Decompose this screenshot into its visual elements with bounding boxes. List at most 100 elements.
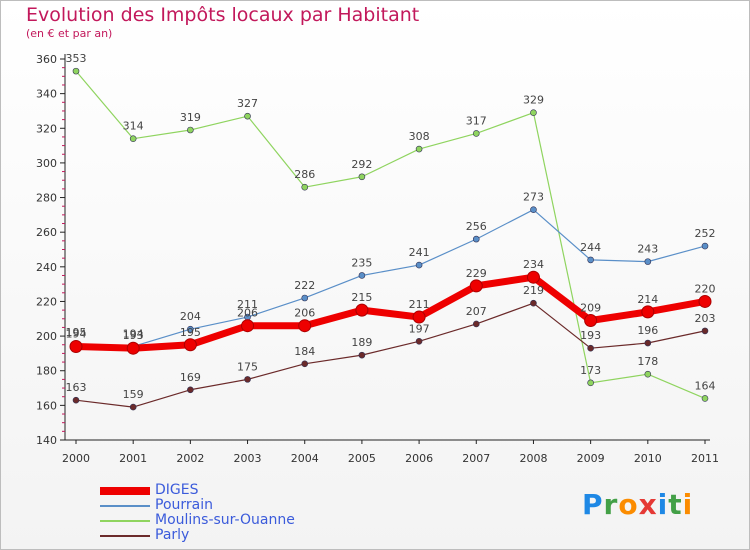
- data-point-moulins-sur-ouanne: [701, 395, 709, 402]
- data-point-moulins-sur-ouanne: [472, 130, 480, 137]
- data-label-pourrain: 252: [695, 227, 716, 240]
- y-tick-label: 180: [36, 365, 57, 378]
- x-tick-label: 2004: [291, 452, 319, 465]
- x-tick-label: 2009: [577, 452, 605, 465]
- data-point-moulins-sur-ouanne: [644, 370, 652, 378]
- data-point-parly: [301, 360, 309, 368]
- data-point-parly: [644, 339, 652, 347]
- data-point-pourrain: [472, 235, 480, 243]
- series-line-pourrain: [75, 209, 706, 348]
- data-point-moulins-sur-ouanne: [530, 109, 537, 116]
- chart-title: Evolution des Impôts locaux par Habitant: [26, 4, 420, 26]
- y-tick-label: 280: [36, 192, 57, 205]
- data-label-diges: 214: [637, 293, 658, 306]
- data-label-moulins-sur-ouanne: 164: [695, 379, 716, 392]
- data-label-parly: 169: [180, 371, 201, 384]
- logo-letter: i: [682, 488, 694, 521]
- data-label-diges: 193: [123, 329, 144, 342]
- data-label-moulins-sur-ouanne: 353: [66, 52, 87, 65]
- chart-axes: 140 160 180 200 220 240 260 280 300 320 340 360 2000…: [36, 53, 719, 465]
- data-point-parly: [358, 351, 366, 359]
- chart-series: [69, 67, 712, 411]
- data-label-moulins-sur-ouanne: 317: [466, 114, 487, 127]
- logo-letter: r: [603, 488, 619, 521]
- data-point-parly: [72, 396, 80, 404]
- data-point-diges: [412, 310, 426, 324]
- data-label-pourrain: 204: [180, 310, 201, 323]
- data-point-diges: [355, 303, 369, 317]
- y-tick-label: 240: [36, 261, 57, 274]
- x-tick-label: 2006: [405, 452, 433, 465]
- data-point-parly: [587, 344, 594, 352]
- data-label-parly: 175: [237, 360, 258, 373]
- data-label-parly: 203: [695, 312, 716, 325]
- data-point-parly: [244, 376, 251, 383]
- data-point-diges: [298, 319, 312, 333]
- data-point-parly: [530, 299, 537, 307]
- data-point-diges: [526, 270, 540, 284]
- y-tick-label: 220: [36, 295, 57, 308]
- x-tick-label: 2005: [348, 452, 376, 465]
- data-label-pourrain: 273: [523, 191, 544, 204]
- legend-label: Moulins-sur-Ouanne: [155, 512, 295, 528]
- data-point-parly: [472, 320, 480, 328]
- data-point-pourrain: [701, 242, 709, 250]
- data-point-moulins-sur-ouanne: [244, 112, 251, 120]
- data-point-diges: [241, 319, 255, 333]
- data-label-pourrain: 194: [123, 327, 144, 340]
- data-point-moulins-sur-ouanne: [72, 67, 80, 75]
- data-point-parly: [415, 337, 423, 345]
- data-label-diges: 211: [409, 298, 430, 311]
- data-label-moulins-sur-ouanne: 314: [123, 120, 144, 133]
- series-line-moulins-sur-ouanne: [75, 70, 706, 399]
- x-tick-label: 2007: [462, 452, 490, 465]
- data-point-pourrain: [530, 206, 537, 213]
- x-tick-label: 2003: [234, 452, 262, 465]
- y-tick-label: 340: [36, 88, 57, 101]
- data-point-diges: [183, 338, 197, 352]
- data-point-moulins-sur-ouanne: [358, 173, 366, 181]
- data-point-pourrain: [587, 256, 594, 264]
- y-tick-label: 260: [36, 226, 57, 239]
- data-point-pourrain: [187, 325, 194, 333]
- data-label-moulins-sur-ouanne: 329: [523, 94, 544, 107]
- data-label-diges: 209: [580, 302, 601, 315]
- x-tick-label: 2002: [176, 452, 204, 465]
- data-point-parly: [187, 386, 194, 394]
- legend-swatch: [100, 487, 150, 495]
- data-label-diges: 220: [695, 282, 716, 295]
- data-point-diges: [641, 305, 655, 319]
- data-label-diges: 206: [294, 307, 315, 320]
- data-label-moulins-sur-ouanne: 178: [637, 355, 658, 368]
- data-label-pourrain: 222: [294, 279, 315, 292]
- x-tick-label: 2010: [634, 452, 662, 465]
- data-label-moulins-sur-ouanne: 173: [580, 364, 601, 377]
- data-label-pourrain: 244: [580, 241, 601, 254]
- data-label-diges: 215: [351, 291, 372, 304]
- data-label-parly: 196: [637, 324, 658, 337]
- logo-letter: x: [638, 488, 658, 521]
- data-label-moulins-sur-ouanne: 292: [351, 158, 372, 171]
- logo-letter: o: [618, 488, 639, 521]
- data-label-diges: 229: [466, 267, 487, 280]
- data-point-diges: [698, 294, 712, 308]
- data-point-moulins-sur-ouanne: [129, 135, 137, 142]
- data-label-pourrain: 235: [351, 256, 372, 269]
- data-point-moulins-sur-ouanne: [301, 183, 309, 191]
- data-label-diges: 206: [237, 307, 258, 320]
- x-tick-label: 2011: [691, 452, 719, 465]
- logo-letter: i: [657, 488, 669, 521]
- legend-label: Pourrain: [155, 497, 213, 513]
- series-line-parly: [75, 302, 706, 408]
- data-point-pourrain: [644, 258, 652, 265]
- data-label-parly: 193: [580, 329, 601, 342]
- data-label-diges: 195: [180, 326, 201, 339]
- data-label-parly: 189: [351, 336, 372, 349]
- data-label-diges: 234: [523, 258, 544, 271]
- logo-letter: P: [582, 488, 604, 521]
- data-point-parly: [701, 327, 709, 335]
- data-point-pourrain: [358, 272, 366, 279]
- data-label-parly: 184: [294, 345, 315, 358]
- data-point-parly: [129, 403, 137, 411]
- data-label-pourrain: 243: [637, 243, 658, 256]
